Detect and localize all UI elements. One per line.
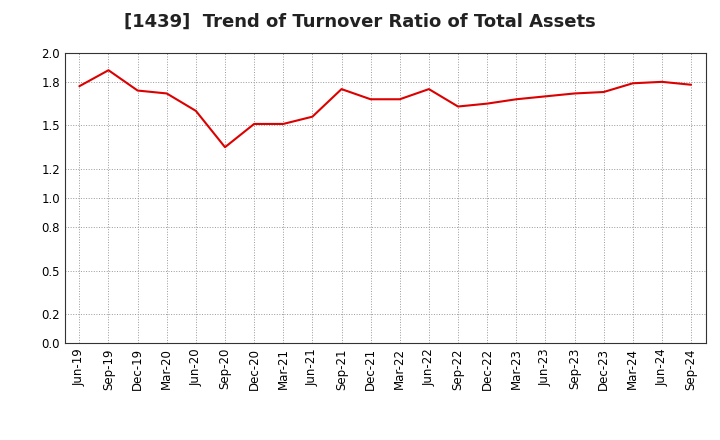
Text: [1439]  Trend of Turnover Ratio of Total Assets: [1439] Trend of Turnover Ratio of Total …	[124, 13, 596, 31]
